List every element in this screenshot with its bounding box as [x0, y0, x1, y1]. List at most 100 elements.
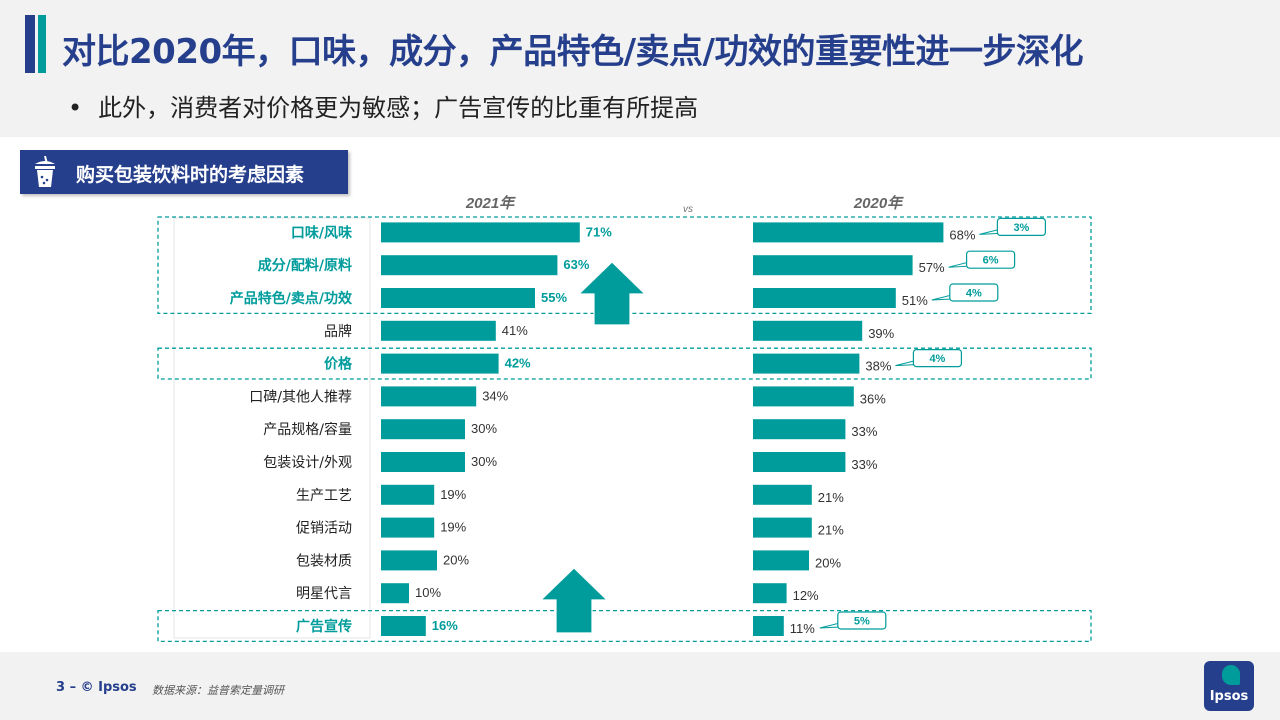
bar-2020 [753, 484, 812, 505]
category-label: 广告宣传 [296, 618, 352, 635]
bar-2020 [753, 616, 784, 636]
data-label-2020: 38% [865, 359, 891, 374]
category-label: 明星代言 [296, 586, 352, 602]
bar-2021 [381, 616, 426, 636]
data-label-2021: 34% [482, 388, 508, 403]
bar-2021 [381, 386, 477, 407]
bar-2021 [381, 517, 435, 538]
callout-pointer [895, 359, 916, 367]
bar-2021 [381, 484, 435, 505]
data-label-2021: 10% [415, 585, 441, 600]
bar-2020 [753, 255, 913, 276]
series-header: 2021年 [465, 194, 516, 212]
category-label: 生产工艺 [296, 488, 352, 504]
bar-2020 [753, 353, 860, 374]
bar-2020 [753, 386, 854, 407]
category-label: 价格 [324, 356, 353, 373]
up-arrow-icon [539, 567, 609, 634]
data-label-2020: 33% [851, 424, 877, 439]
series-header: 2020年 [853, 194, 904, 212]
data-label-2021: 30% [471, 421, 497, 436]
category-label: 包装材质 [296, 553, 352, 569]
logo-mark-icon [1222, 665, 1240, 685]
category-label: 产品规格/容量 [263, 421, 352, 438]
bar-2021 [381, 288, 535, 308]
data-label-2020: 33% [851, 457, 877, 472]
callout-pointer [979, 228, 1000, 235]
category-label: 包装设计/外观 [263, 455, 352, 471]
logo-text: Ipsos [1209, 689, 1249, 704]
callout-box [996, 217, 1047, 236]
category-label: 口味/风味 [291, 225, 352, 241]
data-label-2020: 20% [815, 555, 841, 570]
data-label-2020: 57% [919, 260, 945, 275]
data-label-2021: 42% [505, 356, 531, 371]
data-label-2020: 68% [949, 227, 975, 242]
header-band [0, 0, 1280, 137]
callout-label: 3% [1013, 222, 1029, 234]
category-label: 促销活动 [296, 521, 352, 537]
label-column [173, 217, 371, 639]
data-label-2021: 30% [471, 454, 497, 469]
data-label-2021: 20% [443, 552, 469, 567]
drink-cup-icon [32, 155, 58, 192]
highlight-box [157, 347, 1092, 380]
data-label-2020: 39% [868, 326, 894, 341]
bar-2021 [381, 320, 496, 341]
category-label: 口碑/其他人推荐 [249, 389, 352, 405]
data-label-2021: 19% [440, 520, 466, 535]
bar-2020 [753, 517, 812, 538]
page-title: 对比2020年，口味，成分，产品特色/卖点/功效的重要性进一步深化 [62, 32, 1083, 72]
data-label-2021: 55% [541, 290, 567, 305]
data-source: 数据来源：益普索定量调研 [152, 684, 284, 697]
callout-box [837, 611, 887, 630]
callout-box [965, 250, 1016, 269]
category-label: 品牌 [324, 323, 352, 340]
title-accent-bar-teal [38, 15, 46, 73]
data-label-2020: 11% [790, 621, 815, 636]
callout-box [949, 283, 999, 302]
bar-2020 [753, 222, 944, 243]
bullet: • [68, 94, 83, 122]
ipsos-logo: Ipsos [1204, 661, 1254, 711]
bar-2021 [381, 353, 499, 374]
highlight-box [157, 609, 1092, 643]
callout-label: 4% [966, 288, 982, 300]
callout-pointer [931, 294, 953, 301]
data-label-2020: 51% [902, 293, 928, 308]
highlight-box [157, 216, 1092, 315]
bar-2020 [753, 583, 787, 604]
data-label-2020: 36% [860, 391, 886, 406]
bar-2020 [753, 419, 846, 440]
data-label-2021: 16% [432, 618, 458, 633]
bar-2020 [753, 288, 896, 308]
section-label: 购买包装饮料时的考虑因素 [76, 164, 305, 186]
bar-2021 [381, 583, 409, 604]
vs-label: vs [683, 204, 693, 215]
data-label-2021: 71% [586, 224, 612, 239]
bar-2020 [753, 452, 846, 472]
bar-2020 [753, 550, 809, 571]
section-tag: 购买包装饮料时的考虑因素 [20, 150, 348, 194]
data-label-2020: 12% [793, 588, 819, 603]
data-label-2020: 21% [818, 523, 844, 538]
page-number: 3 – © Ipsos [56, 680, 137, 695]
bar-2021 [381, 419, 465, 440]
category-label: 产品特色/卖点/功效 [230, 290, 353, 307]
title-accent-bar [25, 15, 35, 73]
callout-label: 4% [929, 353, 945, 365]
callout-pointer [948, 261, 970, 268]
subtitle: • 此外，消费者对价格更为敏感；广告宣传的比重有所提高 [68, 88, 698, 123]
up-arrow-icon [577, 261, 647, 326]
footer-band [0, 652, 1280, 720]
bar-2020 [753, 320, 863, 341]
bar-2021 [381, 452, 465, 472]
data-label-2021: 63% [563, 257, 589, 272]
bar-2021 [381, 550, 437, 571]
callout-label: 6% [983, 255, 999, 267]
data-label-2021: 41% [502, 323, 528, 338]
category-label: 成分/配料/原料 [258, 257, 352, 274]
callout-label: 5% [854, 616, 870, 628]
bar-2021 [381, 222, 580, 243]
